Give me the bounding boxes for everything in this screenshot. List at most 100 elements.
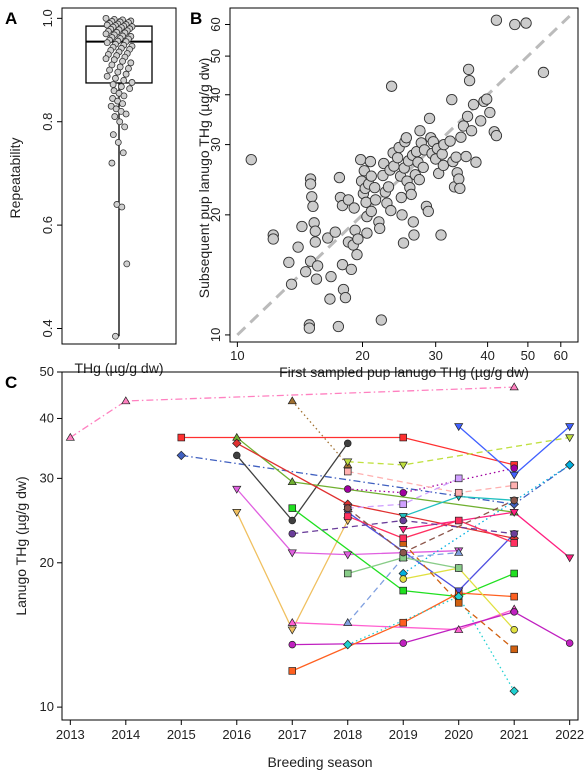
thg-pair-point	[325, 270, 337, 283]
individual-marker	[454, 599, 463, 607]
panel-c-ytick-label: 40	[40, 410, 54, 425]
individual-marker	[232, 438, 242, 449]
thg-pair-point	[369, 194, 382, 206]
repeatability-point	[117, 83, 125, 90]
thg-pair-point	[307, 200, 319, 213]
thg-pair-point	[461, 110, 474, 123]
thg-pair-point	[509, 18, 521, 31]
thg-pair-point	[296, 220, 308, 233]
thg-pair-point	[400, 132, 412, 144]
panel-b-ytick-label: 60	[208, 17, 223, 31]
panel-c-xtick-label: 2015	[167, 727, 196, 742]
individual-marker	[399, 586, 407, 595]
individual-marker	[510, 569, 518, 578]
individual-marker	[288, 640, 297, 649]
thg-pair-point	[444, 135, 456, 147]
panel-b-xtick-label: 20	[355, 348, 369, 363]
individual-marker	[232, 485, 242, 494]
individual-marker	[454, 625, 464, 633]
thg-pair-point	[413, 174, 425, 186]
individual-series-line	[291, 400, 349, 466]
individual-marker	[232, 509, 242, 517]
thg-pair-point	[322, 232, 334, 244]
thg-pair-point	[336, 259, 349, 271]
panel-b-ytick-label: 20	[208, 208, 223, 222]
thg-pair-point	[360, 196, 372, 208]
individual-marker	[343, 458, 353, 467]
thg-pair-point	[374, 222, 386, 234]
individual-marker	[288, 667, 297, 675]
panel-b: B 10 20 30 40 50 60 10 20 30 40 50 60 Subsequent pu…	[190, 7, 579, 380]
repeatability-point	[102, 14, 110, 22]
repeatability-point	[126, 85, 134, 93]
individual-series-line	[292, 592, 515, 672]
repeatability-point	[103, 72, 111, 80]
panel-b-frame	[229, 7, 579, 343]
thg-pair-point	[422, 205, 434, 218]
repeatability-point	[128, 79, 136, 86]
thg-pair-point	[385, 204, 397, 217]
individual-marker	[399, 548, 407, 557]
panel-b-xtick-label: 40	[480, 348, 494, 363]
thg-pair-point	[463, 74, 476, 87]
individual-marker	[399, 500, 407, 508]
panel-b-xtick-label: 10	[230, 348, 244, 363]
individual-marker	[509, 382, 519, 391]
thg-pair-point	[470, 156, 482, 168]
thg-pair-point	[333, 171, 346, 184]
individual-marker	[565, 423, 575, 432]
thg-pair-point	[348, 202, 360, 214]
thg-pair-point	[475, 115, 487, 127]
thg-pair-point	[454, 182, 466, 195]
thg-pair-point	[303, 322, 316, 334]
thg-pair-point	[339, 292, 352, 304]
individual-marker	[510, 481, 518, 490]
individual-marker	[454, 587, 464, 596]
panel-letter-c: C	[5, 373, 17, 392]
panel-c-xtick-label: 2022	[555, 727, 584, 742]
panel-c-xtick-label: 2016	[222, 727, 251, 742]
individual-marker	[454, 516, 463, 525]
individual-marker	[565, 434, 575, 443]
panel-c-xtick-label: 2021	[500, 727, 529, 742]
repeatability-point	[102, 30, 110, 38]
individual-marker	[343, 551, 353, 560]
individual-marker	[510, 496, 518, 505]
thg-pair-point	[396, 209, 408, 221]
panel-a-ylabel: Repeatability	[7, 138, 23, 219]
individual-series-line	[402, 464, 571, 575]
thg-pair-point	[329, 226, 341, 238]
individual-marker	[399, 488, 407, 497]
thg-pair-point	[324, 293, 336, 305]
thg-pair-point	[385, 80, 398, 92]
individual-marker	[121, 396, 131, 405]
individual-marker	[454, 488, 463, 497]
thg-pair-point	[450, 151, 462, 163]
repeatability-point	[111, 113, 119, 120]
individual-series-line	[236, 436, 515, 513]
individual-marker	[177, 433, 186, 442]
individual-marker	[564, 460, 575, 470]
thg-pair-point	[267, 233, 279, 245]
repeatability-point	[102, 55, 110, 63]
panel-b-ytick-label: 30	[208, 137, 223, 151]
thg-pair-point	[414, 125, 426, 137]
thg-pair-point	[407, 216, 419, 228]
thg-pair-point	[465, 125, 478, 137]
thg-pair-point	[462, 63, 475, 76]
individual-series-line	[347, 515, 515, 544]
repeatability-point	[120, 76, 128, 84]
panel-c-ytick-label: 10	[40, 699, 54, 714]
individual-series-line	[347, 467, 515, 494]
panel-a-ytick-label: 0.8	[40, 113, 55, 131]
panel-a-xlabel: THg (µg/g dw)	[75, 360, 164, 376]
repeatability-point	[119, 57, 126, 65]
individual-marker	[510, 592, 518, 601]
repeatability-point	[112, 74, 119, 82]
thg-pair-point	[311, 260, 324, 272]
panel-c-xtick-label: 2014	[111, 727, 140, 742]
panel-b-ylabel: Subsequent pup lanugo THg (µg/g dw)	[196, 58, 212, 299]
repeatability-point	[122, 70, 130, 78]
thg-pair-point	[417, 161, 429, 174]
